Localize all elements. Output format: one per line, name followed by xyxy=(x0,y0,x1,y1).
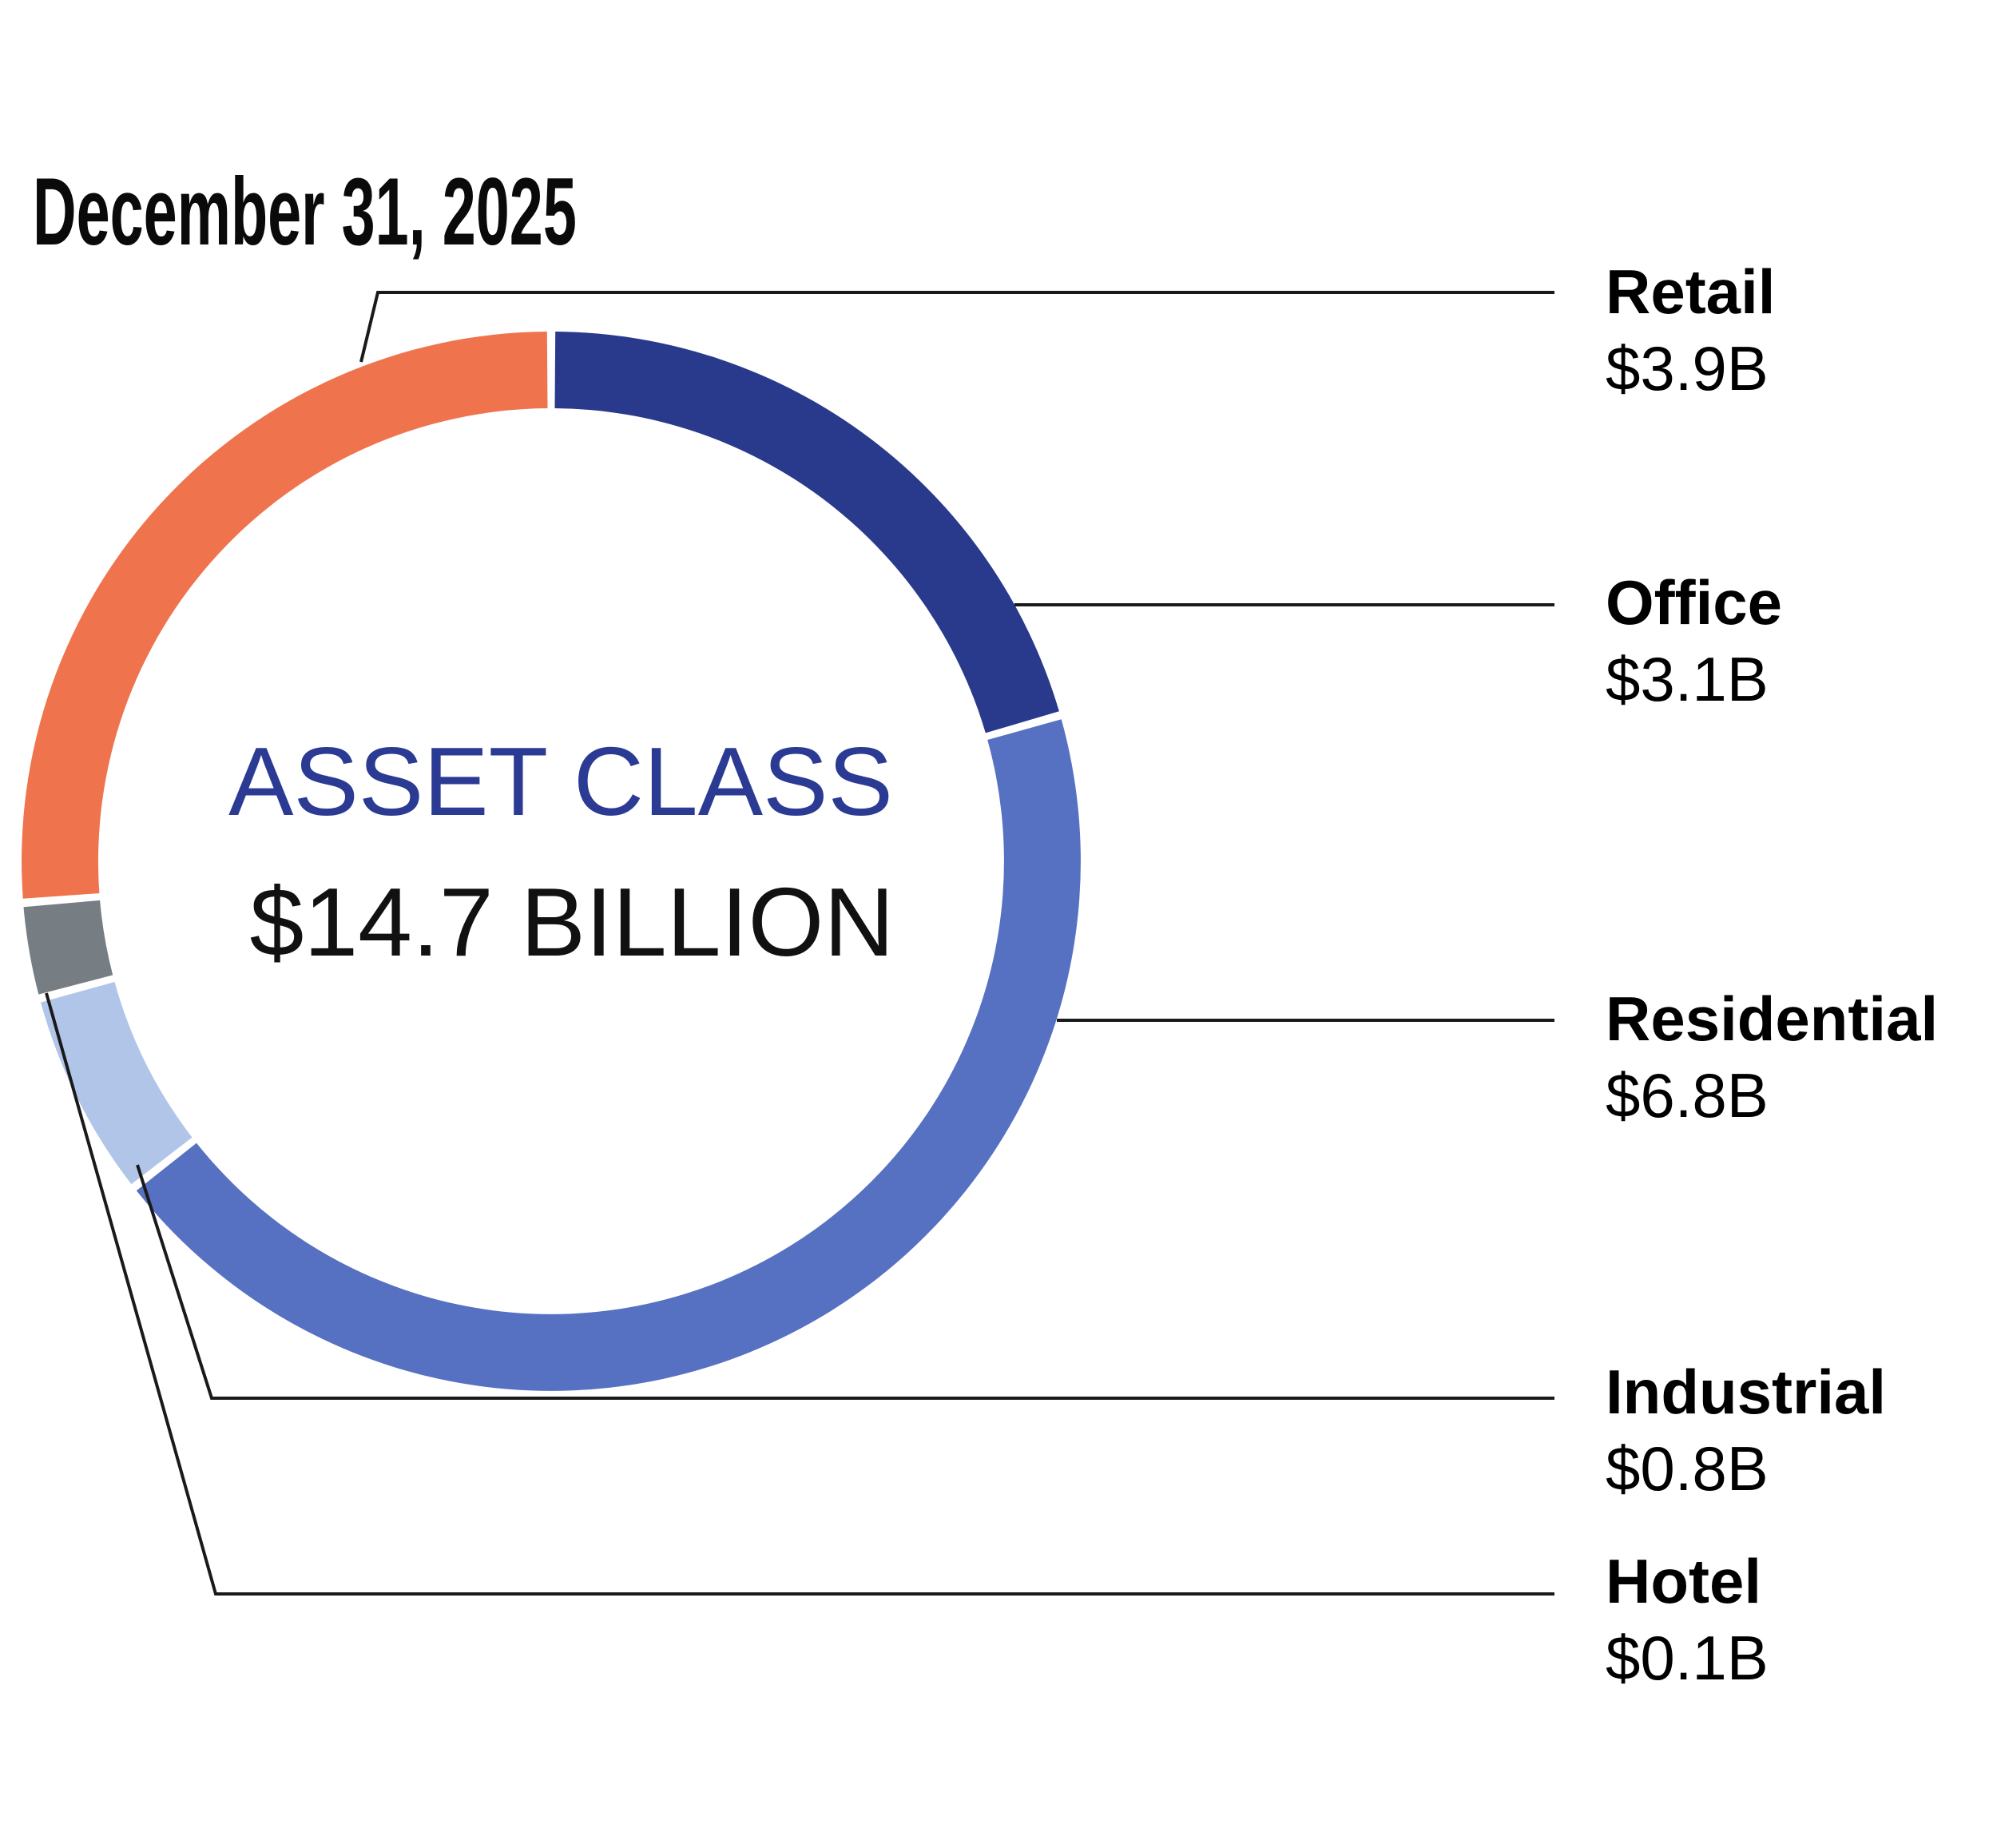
segment-name-label: Retail xyxy=(1606,256,1776,327)
legend-item-residential: Residential $6.8B xyxy=(1606,980,1938,1134)
segment-value-label: $3.1B xyxy=(1606,644,1769,714)
donut-segment-retail xyxy=(22,332,548,899)
segment-value-label: $0.1B xyxy=(1606,1623,1769,1693)
legend-item-retail: Retail $3.9B xyxy=(1606,253,1775,407)
leader-line-industrial xyxy=(136,1164,1554,1400)
donut-segment-residential xyxy=(136,719,1081,1391)
leader-line-retail xyxy=(359,291,1554,363)
legend-item-office: Office $3.1B xyxy=(1606,564,1782,717)
legend-item-industrial: Industrial $0.8B xyxy=(1606,1353,1886,1507)
segment-value-label: $0.8B xyxy=(1606,1433,1769,1504)
donut-segment-industrial xyxy=(41,982,193,1185)
leader-line-hotel xyxy=(45,992,1554,1596)
chart-title-date: December 31, 2025 xyxy=(33,158,577,265)
segment-name-label: Residential xyxy=(1606,984,1939,1054)
donut-center-label: ASSET CLASS xyxy=(228,727,893,836)
segment-value-label: $3.9B xyxy=(1606,333,1769,403)
segment-name-label: Office xyxy=(1606,567,1783,638)
legend-item-hotel: Hotel $0.1B xyxy=(1606,1543,1769,1696)
donut-segment-hotel xyxy=(23,900,113,995)
segment-value-label: $6.8B xyxy=(1606,1060,1769,1131)
donut-center-total: $14.7 BILLION xyxy=(249,868,895,976)
donut-segment-office xyxy=(554,332,1059,733)
segment-name-label: Industrial xyxy=(1606,1357,1887,1427)
segment-name-label: Hotel xyxy=(1606,1546,1761,1616)
